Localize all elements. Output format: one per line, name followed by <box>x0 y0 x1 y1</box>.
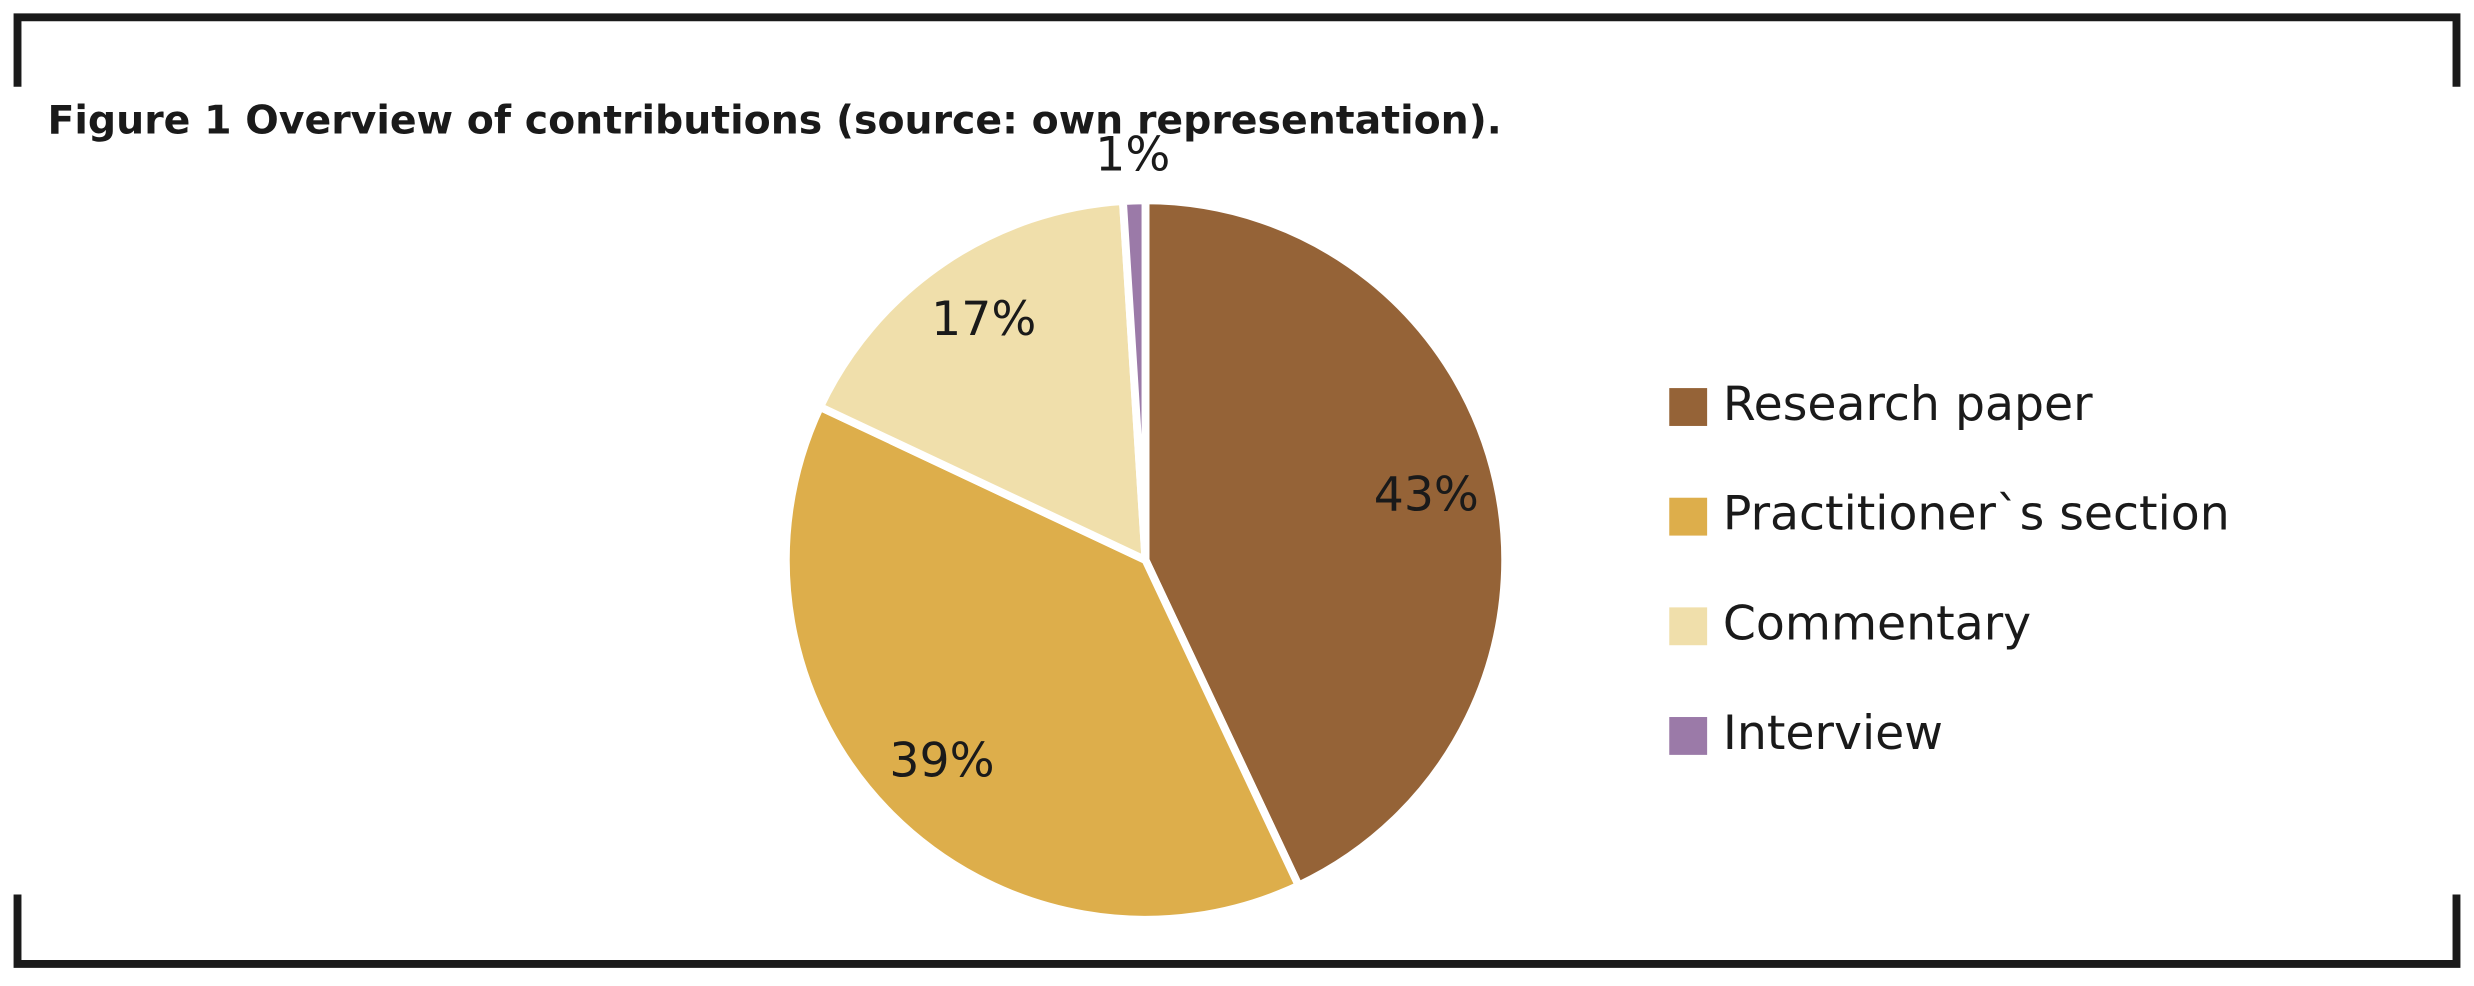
data-label: 17% <box>931 292 1036 347</box>
data-label: 39% <box>889 734 994 789</box>
pie: 43% 39% 17% 1% <box>781 127 1510 924</box>
legend-label: Research paper <box>1723 377 2093 432</box>
legend-swatch <box>1669 497 1708 536</box>
legend-label: Commentary <box>1723 596 2031 651</box>
legend-label: Practitioner`s section <box>1723 487 2230 542</box>
chart-title: Figure 1 Overview of contributions (sour… <box>47 98 1501 144</box>
data-label: 43% <box>1374 467 1479 522</box>
legend-swatch <box>1669 607 1708 646</box>
pie-slice <box>1118 196 1150 564</box>
frame <box>13 13 2461 968</box>
legend-label: Interview <box>1723 706 1943 761</box>
pie-slice <box>1141 196 1510 890</box>
legend-swatch <box>1669 388 1708 426</box>
data-label: 1% <box>1095 127 1170 182</box>
pie-slice <box>781 402 1303 924</box>
legend-swatch <box>1669 717 1708 755</box>
legend: Research paper Practitioner`s section Comm… <box>1669 377 2230 761</box>
pie-slice <box>816 197 1150 564</box>
